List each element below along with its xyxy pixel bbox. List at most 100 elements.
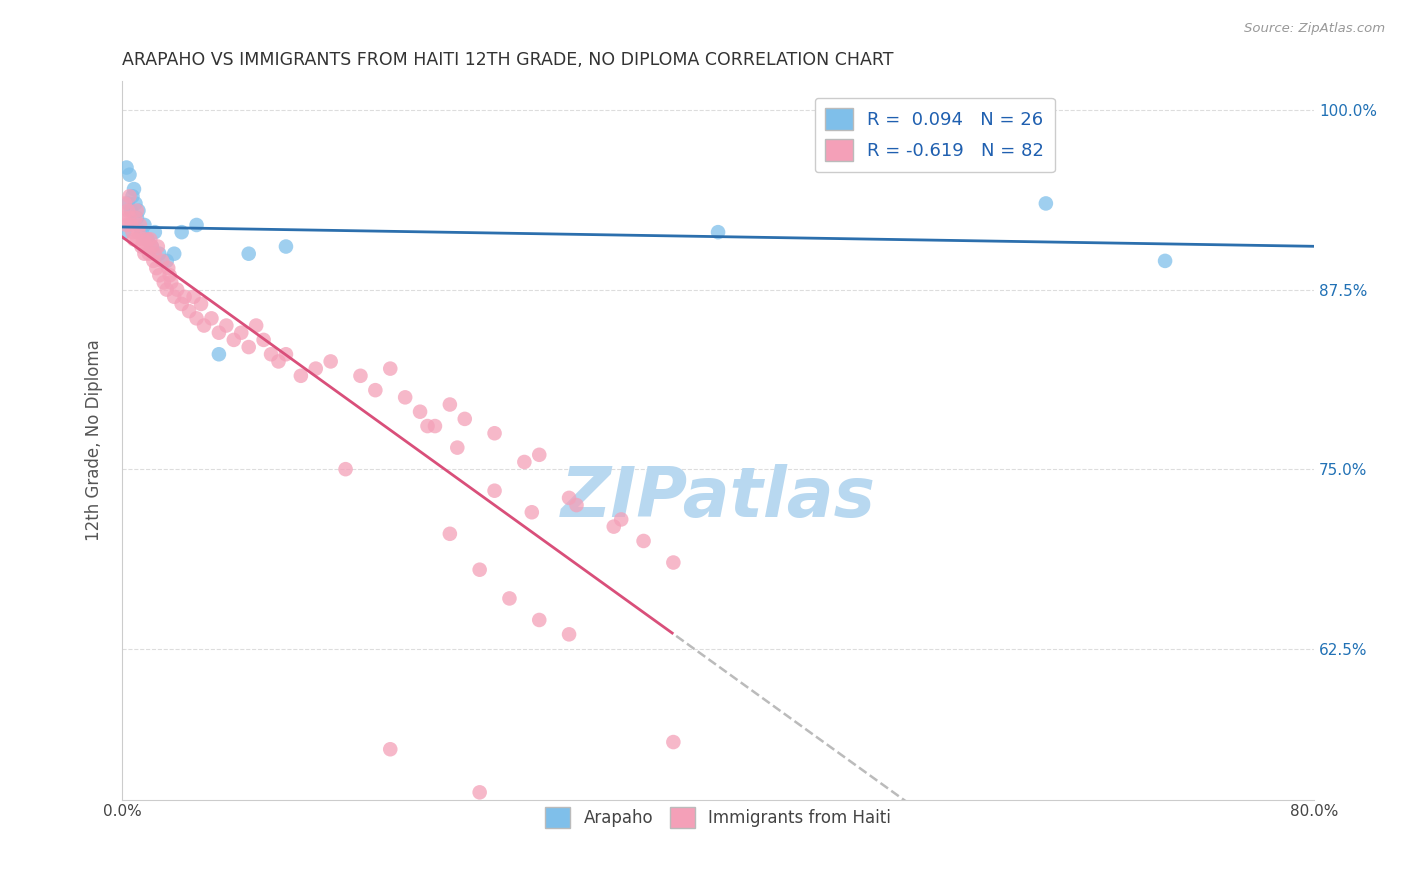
Point	[170, 297, 193, 311]
Point	[260, 347, 283, 361]
Point	[148, 268, 170, 283]
Point	[364, 383, 387, 397]
Point	[513, 455, 536, 469]
Point	[145, 261, 167, 276]
Point	[117, 196, 139, 211]
Point	[416, 419, 439, 434]
Point	[136, 232, 159, 246]
Point	[118, 211, 141, 225]
Point	[633, 533, 655, 548]
Point	[186, 218, 208, 232]
Point	[409, 405, 432, 419]
Point	[148, 246, 170, 260]
Point	[454, 412, 477, 426]
Text: ARAPAHO VS IMMIGRANTS FROM HAITI 12TH GRADE, NO DIPLOMA CORRELATION CHART: ARAPAHO VS IMMIGRANTS FROM HAITI 12TH GR…	[122, 51, 894, 69]
Point	[565, 498, 588, 512]
Point	[152, 276, 174, 290]
Point	[118, 168, 141, 182]
Point	[135, 239, 157, 253]
Point	[134, 246, 156, 260]
Point	[484, 426, 506, 441]
Point	[183, 290, 205, 304]
Point	[146, 239, 169, 253]
Point	[120, 218, 142, 232]
Point	[156, 253, 179, 268]
Point	[603, 519, 626, 533]
Point	[394, 390, 416, 404]
Point	[238, 340, 260, 354]
Point	[127, 225, 149, 239]
Point	[267, 354, 290, 368]
Point	[156, 283, 179, 297]
Point	[163, 290, 186, 304]
Point	[423, 419, 446, 434]
Point	[498, 591, 520, 606]
Point	[208, 326, 231, 340]
Point	[468, 563, 491, 577]
Point	[335, 462, 357, 476]
Point	[118, 189, 141, 203]
Point	[274, 347, 297, 361]
Y-axis label: 12th Grade, No Diploma: 12th Grade, No Diploma	[86, 340, 103, 541]
Point	[1035, 196, 1057, 211]
Point	[290, 368, 312, 383]
Point	[173, 290, 195, 304]
Point	[141, 239, 163, 253]
Point	[121, 189, 143, 203]
Point	[132, 232, 155, 246]
Point	[200, 311, 222, 326]
Point	[274, 239, 297, 253]
Point	[439, 398, 461, 412]
Point	[252, 333, 274, 347]
Point	[558, 627, 581, 641]
Point	[122, 232, 145, 246]
Point	[121, 225, 143, 239]
Point	[112, 211, 135, 225]
Point	[143, 246, 166, 260]
Point	[142, 253, 165, 268]
Point	[238, 246, 260, 260]
Point	[231, 326, 253, 340]
Point	[662, 735, 685, 749]
Point	[143, 225, 166, 239]
Point	[125, 232, 148, 246]
Point	[468, 785, 491, 799]
Point	[610, 512, 633, 526]
Point	[138, 246, 160, 260]
Point	[159, 268, 181, 283]
Point	[117, 203, 139, 218]
Point	[163, 246, 186, 260]
Point	[115, 218, 138, 232]
Point	[245, 318, 267, 333]
Point	[380, 742, 402, 756]
Point	[170, 225, 193, 239]
Point	[136, 232, 159, 246]
Text: ZIPatlas: ZIPatlas	[561, 465, 876, 532]
Point	[193, 318, 215, 333]
Point	[380, 361, 402, 376]
Point	[439, 526, 461, 541]
Point	[305, 361, 328, 376]
Point	[166, 283, 188, 297]
Point	[125, 211, 148, 225]
Point	[1154, 253, 1177, 268]
Point	[529, 448, 551, 462]
Point	[129, 218, 152, 232]
Point	[529, 613, 551, 627]
Point	[190, 297, 212, 311]
Point	[124, 196, 146, 211]
Point	[120, 203, 142, 218]
Point	[124, 211, 146, 225]
Point	[127, 203, 149, 218]
Point	[114, 196, 136, 211]
Point	[662, 556, 685, 570]
Point	[131, 239, 153, 253]
Point	[349, 368, 371, 383]
Point	[177, 304, 200, 318]
Point	[134, 218, 156, 232]
Point	[125, 203, 148, 218]
Point	[520, 505, 543, 519]
Text: Source: ZipAtlas.com: Source: ZipAtlas.com	[1244, 22, 1385, 36]
Point	[319, 354, 342, 368]
Point	[112, 225, 135, 239]
